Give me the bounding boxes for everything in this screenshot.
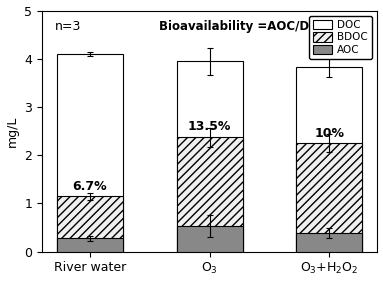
Bar	[57, 196, 123, 252]
Bar	[296, 233, 362, 252]
Text: Bioavailability =AOC/DOC(%): Bioavailability =AOC/DOC(%)	[159, 20, 351, 33]
Bar	[57, 54, 123, 252]
Bar	[57, 238, 123, 252]
Bar	[296, 143, 362, 252]
Text: n=3: n=3	[55, 20, 82, 33]
Bar	[296, 67, 362, 252]
Text: 10%: 10%	[314, 127, 344, 140]
Legend: DOC, BDOC, AOC: DOC, BDOC, AOC	[309, 16, 372, 59]
Text: 13.5%: 13.5%	[188, 120, 231, 133]
Bar	[177, 137, 242, 252]
Bar	[177, 61, 242, 252]
Bar	[177, 226, 242, 252]
Y-axis label: mg/L: mg/L	[6, 115, 18, 147]
Text: 6.7%: 6.7%	[73, 180, 107, 193]
